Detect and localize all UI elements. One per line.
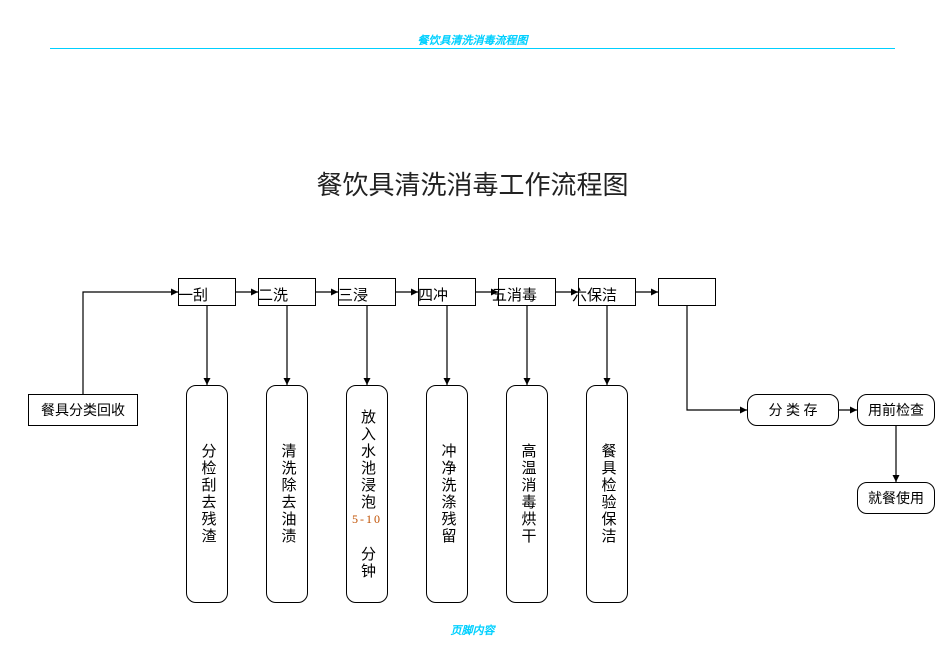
node-step-3-label: 放入水池浸泡5-10 分钟 <box>352 409 382 580</box>
node-pre-use-check-label: 用前检查 <box>868 400 924 420</box>
header-rule <box>50 48 895 49</box>
arrows-layer <box>0 0 945 669</box>
page-header: 餐饮具清洗消毒流程图 <box>0 32 945 48</box>
node-step-2-label: 清洗除去油渍 <box>277 443 298 545</box>
step-label-2: 二洗 <box>258 284 288 305</box>
node-step-4-label: 冲净洗涤残留 <box>437 443 458 545</box>
node-step-6: 餐具检验保洁 <box>586 385 628 603</box>
node-step-4: 冲净洗涤残留 <box>426 385 468 603</box>
node-step-6-label: 餐具检验保洁 <box>597 443 618 545</box>
node-top-7 <box>658 278 716 306</box>
node-pre-use-check: 用前检查 <box>857 394 935 426</box>
node-start-label: 餐具分类回收 <box>41 400 125 420</box>
node-use: 就餐使用 <box>857 482 935 514</box>
node-classify-store-label: 分 类 存 <box>769 400 818 420</box>
step-label-4: 四冲 <box>418 284 448 305</box>
node-start: 餐具分类回收 <box>28 394 138 426</box>
node-step-2: 清洗除去油渍 <box>266 385 308 603</box>
node-step-1-label: 分检刮去残渣 <box>197 443 218 545</box>
node-use-label: 就餐使用 <box>868 488 924 508</box>
step-label-3: 三浸 <box>338 284 368 305</box>
node-step-1: 分检刮去残渣 <box>186 385 228 603</box>
node-classify-store: 分 类 存 <box>747 394 839 426</box>
node-step-3: 放入水池浸泡5-10 分钟 <box>346 385 388 603</box>
node-step-5: 高温消毒烘干 <box>506 385 548 603</box>
node-step-5-label: 高温消毒烘干 <box>517 443 538 545</box>
step-label-1: 一刮 <box>178 284 208 305</box>
step-label-6: 六保洁 <box>572 284 617 305</box>
diagram-title: 餐饮具清洗消毒工作流程图 <box>0 165 945 202</box>
step-label-5: 五消毒 <box>492 284 537 305</box>
page-footer: 页脚内容 <box>0 622 945 638</box>
